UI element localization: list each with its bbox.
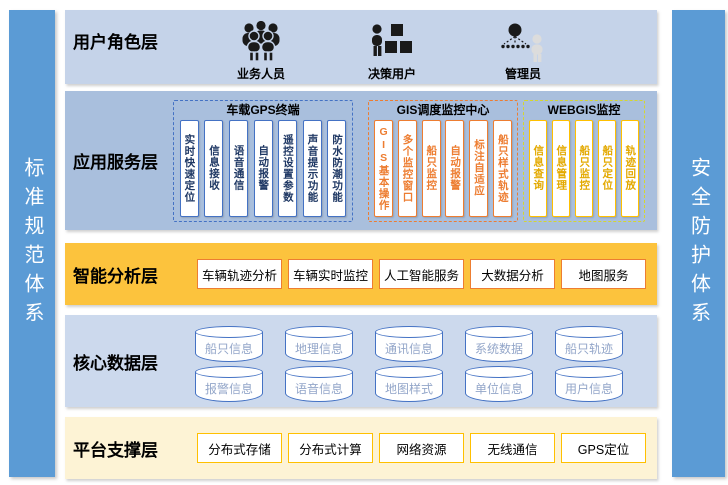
- group-webgis-monitoring: WEBGIS监控 信息查询 信息管理 船只监控 船只定位 轨迹回放: [523, 99, 645, 222]
- layer-platform-support-label: 平台支撑层: [73, 440, 158, 460]
- pillar-standards-system: 标准规范体系: [9, 10, 55, 477]
- platform-items: 分布式存储 分布式计算 网络资源 无线通信 GPS定位: [197, 433, 646, 463]
- pillar-security-system: 安全防护体系: [672, 10, 725, 477]
- function-box: 自动报警: [253, 119, 273, 217]
- group-vehicle-gps-terminal-items: 实时快速定位 信息接收 语音通信 自动报警 遥控设置参数 声音提示功能 防水防潮…: [174, 118, 352, 217]
- pillar-standards-label: 标准规范体系: [21, 156, 43, 331]
- function-box: 船只定位: [598, 119, 616, 217]
- function-box: 自动报警: [445, 119, 465, 217]
- database-cylinder: 系统数据: [465, 326, 533, 362]
- people-group-icon: [242, 21, 280, 62]
- group-gis-dispatch-center-title: GIS调度监控中心: [396, 102, 490, 117]
- database-row: 报警信息 语音信息 地图样式 单位信息 用户信息: [195, 366, 623, 402]
- role-administrator: 管理员: [487, 21, 559, 82]
- function-box: 声音提示功能: [302, 119, 322, 217]
- function-box: 实时快速定位: [179, 119, 199, 217]
- layer-core-data-label: 核心数据层: [73, 353, 158, 373]
- group-webgis-monitoring-items: 信息查询 信息管理 船只监控 船只定位 轨迹回放: [524, 118, 644, 217]
- analysis-box: 地图服务: [561, 259, 646, 289]
- layer-intelligent-analysis: 智能分析层 车辆轨迹分析 车辆实时监控 人工智能服务 大数据分析 地图服务: [65, 243, 657, 305]
- group-gis-dispatch-center-items: GIS基本操作 多个监控窗口 船只监控 自动报警 标注自适应 船只样式轨迹: [369, 118, 517, 217]
- layer-user-role-label: 用户角色层: [73, 33, 158, 52]
- group-vehicle-gps-terminal: 车载GPS终端 实时快速定位 信息接收 语音通信 自动报警 遥控设置参数 声音提…: [173, 99, 353, 222]
- role-decision-users: 决策用户: [356, 21, 428, 82]
- platform-box: 无线通信: [470, 433, 555, 463]
- function-box: 船只样式轨迹: [493, 119, 513, 217]
- database-cylinder: 船只轨迹: [555, 326, 623, 362]
- platform-box: 网络资源: [379, 433, 464, 463]
- analysis-items: 车辆轨迹分析 车辆实时监控 人工智能服务 大数据分析 地图服务: [197, 259, 646, 289]
- layer-platform-support: 平台支撑层 分布式存储 分布式计算 网络资源 无线通信 GPS定位: [65, 417, 657, 479]
- function-box: 多个监控窗口: [397, 119, 417, 217]
- person-blocks-icon: [372, 24, 412, 56]
- analysis-box: 车辆实时监控: [288, 259, 373, 289]
- function-box: GIS基本操作: [373, 119, 393, 217]
- role-list: 业务人员 决策用户: [225, 21, 559, 82]
- platform-box: 分布式存储: [197, 433, 282, 463]
- layer-app-service: 应用服务层 车载GPS终端 实时快速定位 信息接收 语音通信 自动报警 遥控设置…: [65, 91, 657, 230]
- function-box: 防水防潮功能: [327, 119, 347, 217]
- function-box: 语音通信: [228, 119, 248, 217]
- database-cylinder: 单位信息: [465, 366, 533, 402]
- database-row: 船只信息 地理信息 通讯信息 系统数据 船只轨迹: [195, 326, 623, 362]
- platform-box: GPS定位: [561, 433, 646, 463]
- role-business-users-label: 业务人员: [236, 67, 285, 81]
- database-cylinder: 用户信息: [555, 366, 623, 402]
- role-decision-users-label: 决策用户: [367, 67, 416, 81]
- function-box: 信息管理: [552, 119, 570, 217]
- function-box: 信息接收: [204, 119, 224, 217]
- layer-intelligent-analysis-label: 智能分析层: [73, 266, 158, 286]
- function-box: 船只监控: [575, 119, 593, 217]
- database-cylinder: 报警信息: [195, 366, 263, 402]
- group-webgis-monitoring-title: WEBGIS监控: [547, 102, 621, 117]
- database-cylinder: 地理信息: [285, 326, 353, 362]
- layer-user-role: 用户角色层: [65, 10, 657, 84]
- group-vehicle-gps-terminal-title: 车载GPS终端: [226, 102, 300, 117]
- function-box: 信息查询: [529, 119, 547, 217]
- function-box: 轨迹回放: [621, 119, 639, 217]
- analysis-box: 人工智能服务: [379, 259, 464, 289]
- role-business-users: 业务人员: [225, 21, 297, 82]
- database-cylinder: 通讯信息: [375, 326, 443, 362]
- layer-app-service-label: 应用服务层: [73, 153, 158, 172]
- function-box: 船只监控: [421, 119, 441, 217]
- analysis-box: 车辆轨迹分析: [197, 259, 282, 289]
- group-gis-dispatch-center: GIS调度监控中心 GIS基本操作 多个监控窗口 船只监控 自动报警 标注自适应…: [368, 99, 518, 222]
- hierarchy-admin-icon: [501, 23, 543, 62]
- database-cylinder: 船只信息: [195, 326, 263, 362]
- function-box: 遥控设置参数: [278, 119, 298, 217]
- platform-box: 分布式计算: [288, 433, 373, 463]
- database-grid: 船只信息 地理信息 通讯信息 系统数据 船只轨迹 报警信息 语音信息 地图样式 …: [195, 326, 623, 402]
- analysis-box: 大数据分析: [470, 259, 555, 289]
- database-cylinder: 地图样式: [375, 366, 443, 402]
- function-box: 标注自适应: [469, 119, 489, 217]
- database-cylinder: 语音信息: [285, 366, 353, 402]
- role-administrator-label: 管理员: [504, 67, 541, 81]
- layer-core-data: 核心数据层 船只信息 地理信息 通讯信息 系统数据 船只轨迹 报警信息 语音信息…: [65, 315, 657, 407]
- pillar-security-label: 安全防护体系: [687, 156, 710, 331]
- app-service-groups: 车载GPS终端 实时快速定位 信息接收 语音通信 自动报警 遥控设置参数 声音提…: [173, 99, 645, 222]
